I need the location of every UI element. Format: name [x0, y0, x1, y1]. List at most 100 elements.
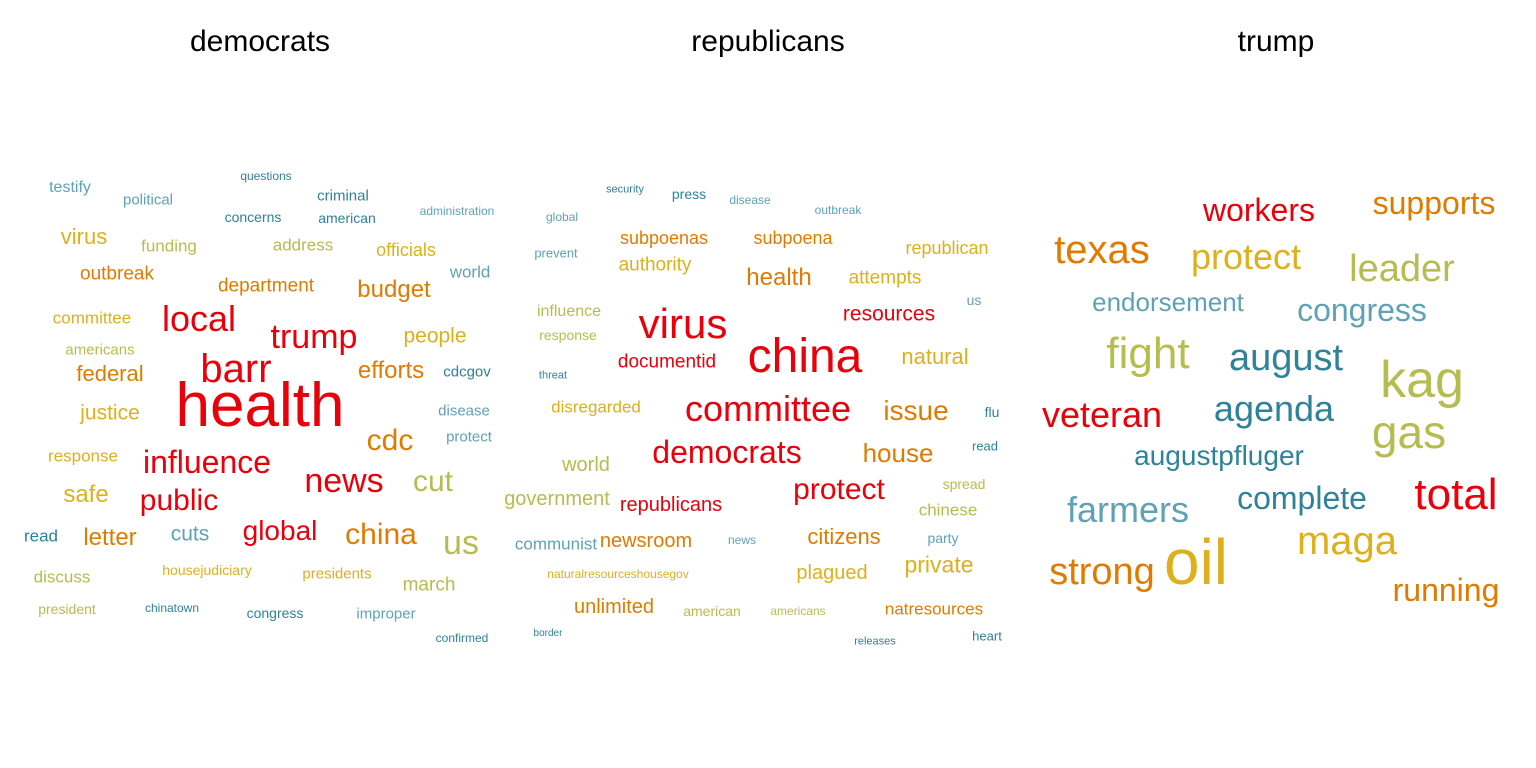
word-cloud: oil kag gas total texas fight maga strong leader… — [1020, 0, 1532, 768]
cloud-word-attempts: attempts — [848, 267, 922, 289]
cloud-word-kag: kag — [1380, 351, 1464, 409]
cloud-word-protect: protect — [1190, 236, 1302, 277]
cloud-word-virus: virus — [60, 224, 108, 249]
cloud-word-veteran: veteran — [1041, 394, 1163, 435]
cloud-word-protect: protect — [793, 473, 885, 506]
cloud-word-disregarded: disregarded — [551, 397, 641, 417]
cloud-word-disease: disease — [729, 193, 771, 207]
cloud-word-concerns: concerns — [224, 209, 282, 225]
cloud-word-republican: republican — [905, 238, 989, 258]
cloud-word-subpoena: subpoena — [753, 228, 833, 248]
cloud-word-naturalresourceshousegov: naturalresourceshousegov — [547, 567, 689, 581]
cloud-word-china: china — [345, 518, 417, 551]
cloud-word-border: border — [533, 628, 563, 639]
cloud-word-republicans: republicans — [619, 494, 723, 516]
cloud-word-augustpfluger: augustpfluger — [1134, 440, 1304, 471]
cloud-word-strong: strong — [1049, 551, 1155, 593]
wordcloud-panel-democrats: democrats health barr local trump news influe… — [4, 0, 516, 768]
cloud-word-unlimited: unlimited — [573, 596, 655, 618]
cloud-word-endorsement: endorsement — [1092, 287, 1244, 317]
cloud-word-response: response — [539, 327, 597, 343]
cloud-word-global: global — [242, 515, 318, 546]
cloud-word-government: government — [504, 488, 610, 510]
cloud-word-supports: supports — [1372, 185, 1496, 221]
cloud-word-justice: justice — [80, 401, 140, 425]
cloud-word-news: news — [727, 533, 757, 547]
cloud-word-letter: letter — [83, 524, 137, 551]
cloud-word-citizens: citizens — [807, 524, 881, 549]
cloud-word-natural: natural — [901, 344, 969, 369]
cloud-word-party: party — [927, 530, 959, 546]
cloud-word-congress: congress — [1297, 292, 1427, 328]
cloud-word-improper: improper — [356, 605, 416, 623]
cloud-word-efforts: efforts — [357, 357, 425, 384]
cloud-word-influence: influence — [536, 303, 602, 320]
cloud-word-budget: budget — [357, 276, 431, 303]
cloud-word-plagued: plagued — [796, 562, 868, 584]
cloud-word-americans: americans — [770, 604, 826, 618]
word-cloud: health barr local trump news influence public g… — [4, 0, 516, 768]
cloud-word-cuts: cuts — [170, 522, 210, 546]
cloud-word-political: political — [122, 191, 174, 209]
cloud-word-read: read — [23, 526, 59, 546]
cloud-word-cut: cut — [412, 465, 454, 498]
cloud-word-federal: federal — [76, 361, 144, 386]
cloud-word-american: american — [318, 210, 376, 226]
word-cloud: china virus committee democrats protect docum… — [504, 0, 1024, 768]
cloud-word-testify: testify — [49, 179, 91, 196]
cloud-word-housejudiciary: housejudiciary — [162, 562, 252, 578]
cloud-word-committee: committee — [52, 308, 132, 328]
cloud-word-criminal: criminal — [317, 187, 369, 205]
cloud-word-documentid: documentid — [617, 351, 717, 373]
cloud-word-local: local — [161, 298, 237, 339]
cloud-word-cdc: cdc — [366, 424, 414, 457]
cloud-word-protect: protect — [446, 428, 492, 446]
cloud-word-chinatown: chinatown — [144, 601, 200, 615]
cloud-word-resources: resources — [842, 302, 936, 326]
cloud-word-funding: funding — [141, 236, 197, 256]
cloud-word-security: security — [606, 183, 644, 196]
cloud-word-address: address — [272, 235, 334, 255]
cloud-word-private: private — [904, 551, 974, 578]
cloud-word-outbreak: outbreak — [814, 203, 862, 217]
cloud-word-safe: safe — [63, 481, 109, 508]
cloud-word-discuss: discuss — [33, 567, 91, 587]
cloud-word-house: house — [862, 438, 934, 468]
cloud-word-spread: spread — [942, 476, 986, 492]
cloud-word-department: department — [217, 275, 315, 297]
cloud-word-global: global — [545, 210, 579, 224]
cloud-word-total: total — [1414, 470, 1498, 519]
cloud-word-oil: oil — [1163, 526, 1229, 598]
panel-title: democrats — [189, 25, 331, 58]
cloud-word-chinese: chinese — [918, 500, 978, 520]
cloud-word-world: world — [562, 454, 610, 476]
panel-title: republicans — [691, 25, 845, 58]
cloud-word-virus: virus — [638, 300, 728, 347]
cloud-word-newsroom: newsroom — [599, 530, 693, 552]
cloud-word-farmers: farmers — [1066, 489, 1190, 530]
cloud-word-prevent: prevent — [534, 245, 578, 261]
cloud-word-cdcgov: cdcgov — [443, 363, 491, 381]
cloud-word-heart: heart — [972, 628, 1002, 644]
cloud-word-american: american — [683, 603, 741, 619]
cloud-word-health: health — [746, 264, 812, 291]
cloud-word-influence: influence — [142, 444, 272, 480]
cloud-word-gas: gas — [1371, 406, 1447, 458]
cloud-word-texas: texas — [1054, 228, 1150, 272]
cloud-word-us: us — [966, 292, 982, 308]
cloud-word-public: public — [139, 484, 219, 517]
cloud-word-releases: releases — [854, 635, 896, 648]
cloud-word-march: march — [402, 574, 456, 596]
cloud-word-subpoenas: subpoenas — [619, 228, 709, 248]
cloud-word-officials: officials — [376, 240, 436, 260]
cloud-word-china: china — [747, 330, 863, 383]
cloud-word-us: us — [443, 524, 479, 562]
cloud-word-response: response — [48, 446, 118, 466]
cloud-word-flu: flu — [984, 404, 1000, 420]
cloud-word-read: read — [971, 438, 999, 454]
cloud-word-issue: issue — [883, 395, 949, 426]
cloud-word-disease: disease — [438, 402, 490, 420]
cloud-word-complete: complete — [1237, 480, 1367, 516]
cloud-word-administration: administration — [419, 204, 495, 218]
cloud-word-congress: congress — [246, 605, 304, 621]
